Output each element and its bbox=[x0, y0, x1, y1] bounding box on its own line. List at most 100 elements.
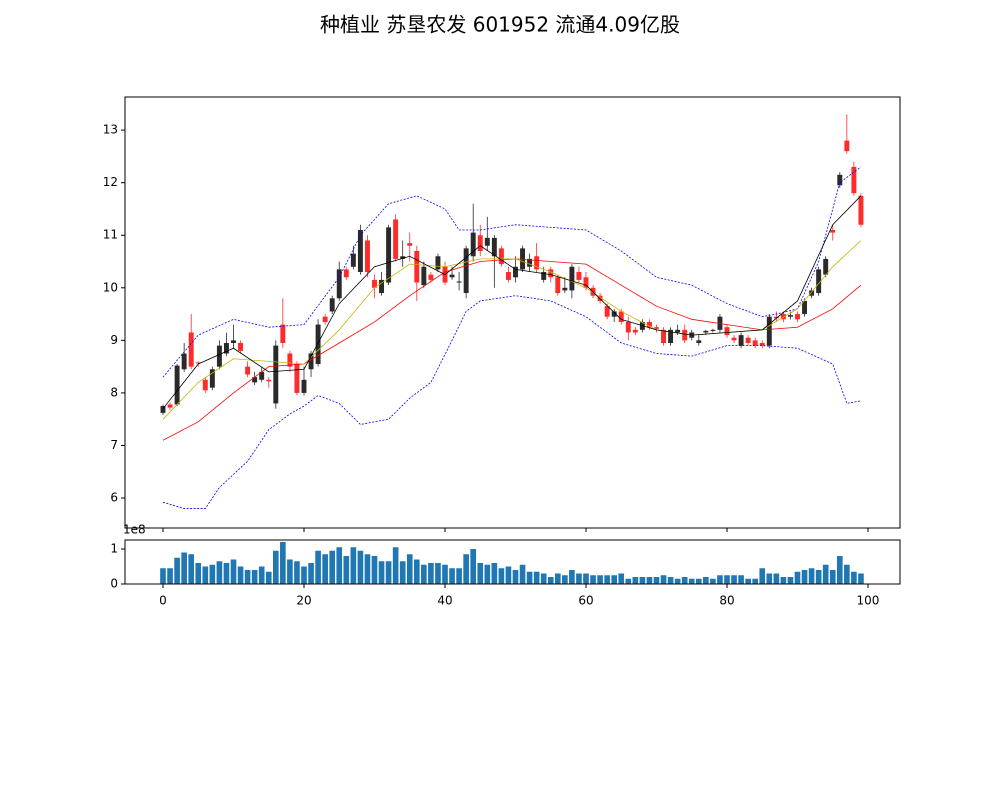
candle-body bbox=[851, 166, 857, 194]
x-tick-label: 80 bbox=[719, 594, 734, 608]
volume-bar bbox=[667, 576, 674, 584]
candle-body bbox=[456, 281, 462, 283]
volume-bar bbox=[576, 573, 582, 584]
candle-body bbox=[188, 332, 194, 367]
volume-bar bbox=[385, 561, 392, 584]
candle-body bbox=[245, 366, 251, 375]
volume-bar bbox=[435, 562, 441, 584]
candle-body bbox=[273, 345, 279, 404]
volume-bar bbox=[174, 557, 180, 584]
candle-body bbox=[301, 379, 307, 393]
candle-body bbox=[216, 345, 222, 367]
candle-body bbox=[541, 272, 547, 280]
candle-body bbox=[752, 340, 758, 346]
candle-body bbox=[259, 371, 265, 380]
candle-body bbox=[745, 337, 751, 343]
candle-body bbox=[759, 342, 765, 346]
candle-body bbox=[491, 237, 497, 257]
volume-bar bbox=[822, 564, 829, 584]
volume-bar bbox=[484, 564, 491, 584]
candle-body bbox=[195, 362, 201, 364]
candle-body bbox=[435, 256, 441, 270]
volume-bar bbox=[554, 573, 561, 584]
candle-body bbox=[372, 279, 377, 288]
candle-body bbox=[724, 327, 730, 336]
y-tick-label: 13 bbox=[103, 123, 118, 137]
volume-bar bbox=[357, 550, 364, 584]
volume-bar bbox=[562, 575, 568, 584]
volume-bar bbox=[251, 569, 258, 584]
y-tick-label: 12 bbox=[103, 175, 118, 189]
volume-bar bbox=[717, 575, 723, 584]
candle-body bbox=[562, 287, 568, 291]
candle-body bbox=[632, 329, 638, 333]
candle-body bbox=[738, 335, 744, 346]
volume-bar bbox=[378, 561, 385, 584]
volume-bar bbox=[343, 555, 350, 584]
candle-body bbox=[816, 269, 822, 294]
candle-body bbox=[505, 272, 511, 280]
candle-body bbox=[209, 369, 215, 388]
volume-bar bbox=[766, 573, 773, 584]
indicator-line bbox=[162, 195, 862, 409]
candle-body bbox=[463, 248, 469, 294]
volume-bar bbox=[540, 573, 547, 584]
axes-frame bbox=[124, 539, 901, 585]
candle-body bbox=[315, 324, 321, 365]
volume-bar bbox=[858, 573, 864, 584]
volume-bar bbox=[512, 569, 519, 584]
candle-body bbox=[350, 253, 356, 267]
candle-body bbox=[569, 266, 575, 291]
volume-bar bbox=[188, 554, 195, 584]
volume-bar bbox=[653, 576, 660, 584]
candle-body bbox=[830, 229, 836, 233]
volume-bar bbox=[703, 576, 709, 584]
volume-bar bbox=[399, 561, 406, 584]
volume-bar bbox=[583, 573, 589, 584]
candle-body bbox=[618, 311, 624, 322]
volume-bar bbox=[265, 571, 272, 584]
candle-body bbox=[646, 321, 652, 328]
candle-body bbox=[167, 404, 173, 408]
candle-body bbox=[787, 315, 793, 317]
candle-body bbox=[238, 342, 244, 351]
volume-bar bbox=[463, 554, 469, 584]
volume-bar bbox=[280, 541, 286, 584]
candle-body bbox=[555, 277, 561, 294]
volume-bar bbox=[851, 571, 857, 584]
candle-body bbox=[343, 269, 349, 278]
volume-bar bbox=[230, 559, 237, 584]
volume-bar bbox=[308, 562, 314, 584]
candle-body bbox=[625, 321, 631, 333]
volume-bar bbox=[237, 566, 244, 584]
volume-bar bbox=[258, 566, 265, 584]
volume-bar bbox=[498, 568, 505, 584]
volume-bar bbox=[364, 554, 371, 584]
volume-bar bbox=[639, 576, 646, 584]
candle-body bbox=[675, 329, 681, 333]
volume-bar bbox=[301, 566, 307, 584]
volume-bar bbox=[808, 568, 815, 584]
x-tick-label: 0 bbox=[159, 594, 167, 608]
candle-body bbox=[611, 311, 617, 317]
candle-body bbox=[576, 272, 582, 280]
volume-bar bbox=[646, 576, 653, 584]
candle-body bbox=[329, 298, 335, 312]
candle-body bbox=[449, 274, 455, 278]
axis-offset-text: 1e8 bbox=[123, 523, 146, 537]
volume-bar bbox=[195, 562, 202, 584]
candle-body bbox=[780, 314, 786, 320]
candle-body bbox=[428, 274, 434, 280]
candle-body bbox=[802, 300, 808, 315]
candle-body bbox=[731, 337, 737, 341]
candle-body bbox=[280, 324, 286, 343]
volume-bar bbox=[181, 552, 187, 584]
candle-body bbox=[682, 329, 688, 341]
indicator-line bbox=[162, 166, 862, 378]
volume-bar bbox=[428, 562, 434, 584]
volume-bar bbox=[350, 547, 357, 584]
volume-bar bbox=[160, 568, 166, 584]
volume-bar bbox=[731, 575, 737, 584]
volume-bar bbox=[787, 576, 794, 584]
